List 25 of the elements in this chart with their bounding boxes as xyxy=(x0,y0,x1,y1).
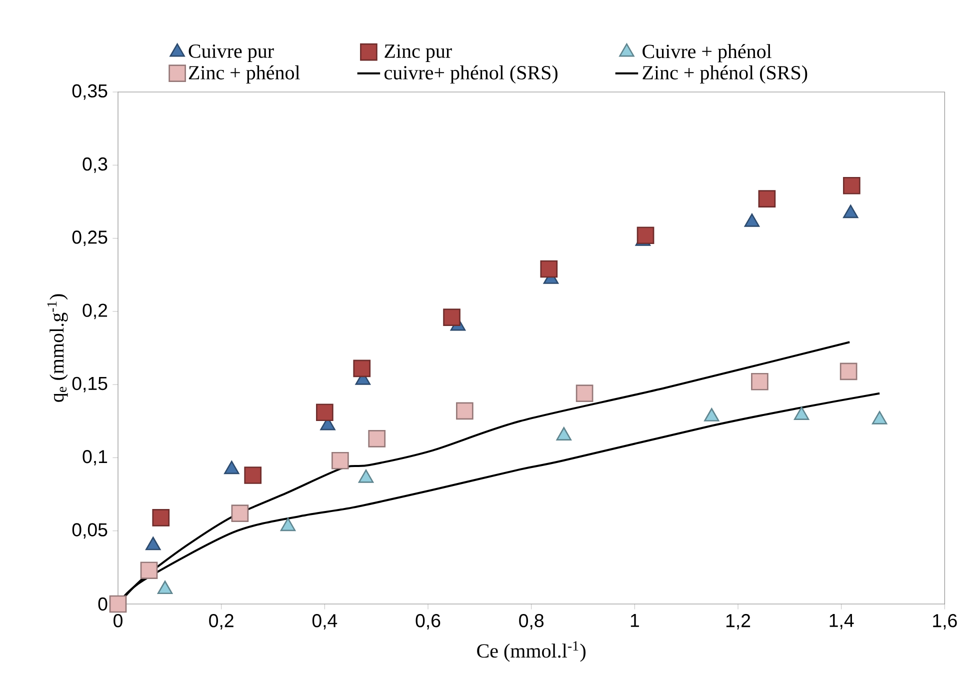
y-tick-label: 0,15 xyxy=(72,376,108,392)
x-tick-label: 0 xyxy=(114,614,122,628)
legend-label: Cuivre + phénol xyxy=(642,44,772,62)
x-tick-label: 1 xyxy=(630,614,639,627)
legend-label: cuivre+ phénol (SRS) xyxy=(384,65,558,84)
y-tick-label: 0,25 xyxy=(72,230,108,246)
x-tick-label: 1,6 xyxy=(933,614,957,630)
y-axis-title: q$_{e}$ (mmol.g$^{-1}$) xyxy=(47,294,68,402)
y-tick-label: 0,35 xyxy=(72,84,108,100)
x-tick-label: 0,2 xyxy=(209,614,234,630)
y-tick-label: 0 xyxy=(98,597,108,611)
legend-label: Cuivre pur xyxy=(188,44,274,62)
legend-label: Zinc + phénol xyxy=(188,65,300,84)
legend-label: Zinc + phénol (SRS) xyxy=(642,65,808,84)
x-tick-label: 0,4 xyxy=(312,614,338,630)
y-tick-label: 0,3 xyxy=(82,157,108,173)
y-tick-label: 0,05 xyxy=(72,523,108,539)
x-tick-label: 1,4 xyxy=(830,614,854,630)
x-tick-label: 0,6 xyxy=(416,614,440,630)
x-axis-title: Ce (mmol.l$^{-1}$) xyxy=(477,641,586,662)
x-tick-label: 0,8 xyxy=(519,614,544,630)
y-tick-label: 0,2 xyxy=(82,304,108,320)
y-tick-label: 0,1 xyxy=(82,450,108,466)
x-tick-label: 1,2 xyxy=(726,614,750,630)
legend-label: Zinc pur xyxy=(384,44,452,62)
